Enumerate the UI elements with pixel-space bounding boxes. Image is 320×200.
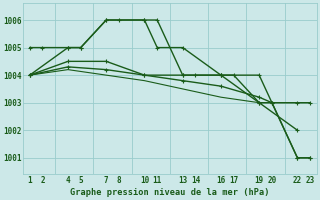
X-axis label: Graphe pression niveau de la mer (hPa): Graphe pression niveau de la mer (hPa)	[70, 188, 270, 197]
